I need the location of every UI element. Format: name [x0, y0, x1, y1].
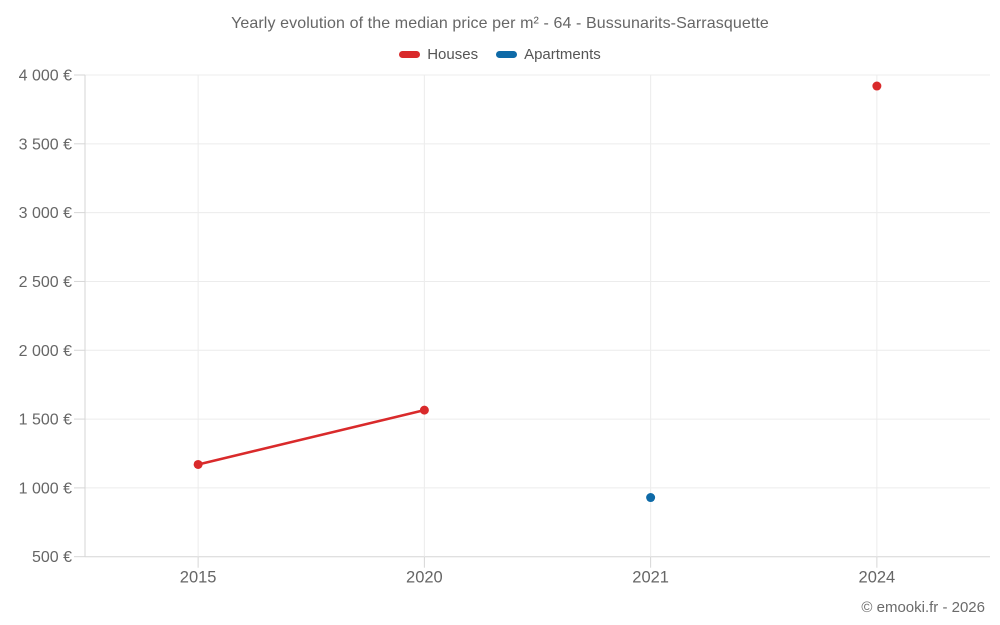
y-tick-label: 500 € — [32, 549, 72, 566]
legend-label-apartments: Apartments — [524, 46, 601, 63]
y-tick-label: 2 000 € — [19, 343, 72, 360]
data-point-houses-2024[interactable] — [872, 81, 882, 91]
chart-title: Yearly evolution of the median price per… — [231, 15, 769, 32]
legend-label-houses: Houses — [427, 46, 479, 63]
y-tick-label: 2 500 € — [19, 274, 72, 291]
y-tick-label: 4 000 € — [19, 68, 72, 85]
apartments-legend-swatch-icon — [496, 51, 518, 58]
legend: Houses Apartments — [0, 46, 1000, 63]
y-tick-label: 1 500 € — [19, 412, 72, 429]
data-point-apartments-2021[interactable] — [646, 493, 656, 503]
copyright-text: © emooki.fr - 2026 — [861, 599, 985, 616]
y-tick-label: 3 500 € — [19, 136, 72, 153]
legend-item-houses[interactable]: Houses — [399, 46, 478, 63]
x-tick-label: 2020 — [406, 569, 443, 587]
houses-legend-swatch-icon — [399, 51, 421, 58]
series-line-houses — [196, 408, 426, 466]
y-tick-label: 1 000 € — [19, 480, 72, 497]
data-point-houses-2015[interactable] — [193, 459, 203, 469]
y-tick-label: 3 000 € — [19, 205, 72, 222]
x-tick-label: 2024 — [859, 569, 896, 587]
x-tick-label: 2015 — [180, 569, 217, 587]
data-point-houses-2020[interactable] — [419, 405, 429, 415]
x-tick-label: 2021 — [632, 569, 669, 587]
legend-item-apartments[interactable]: Apartments — [496, 46, 601, 63]
